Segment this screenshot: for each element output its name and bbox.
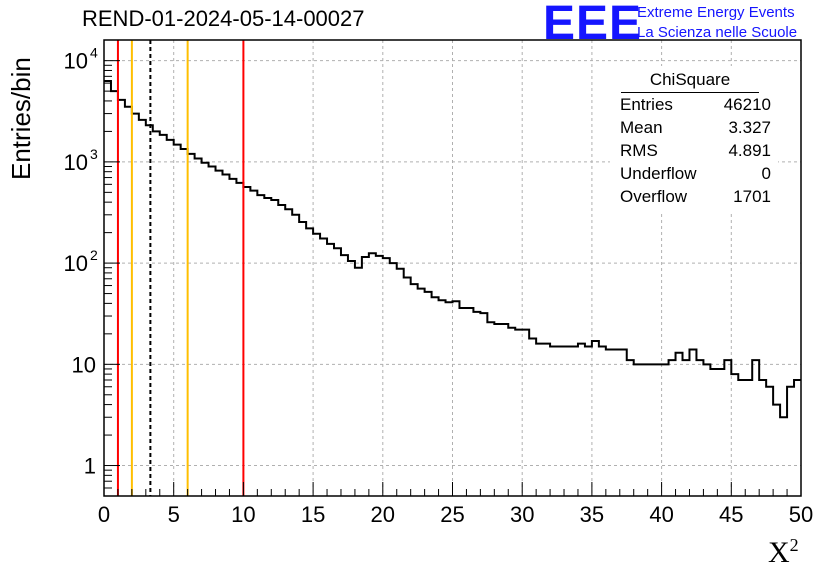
x-axis-label: X2 <box>768 535 799 570</box>
x-tick-label: 45 <box>719 502 743 527</box>
x-tick-label: 10 <box>231 502 255 527</box>
stats-value: 1701 <box>733 187 771 206</box>
x-axis-label-base: X <box>768 536 790 569</box>
stats-label: RMS <box>620 141 658 160</box>
x-tick-label: 25 <box>440 502 464 527</box>
x-tick-label: 15 <box>301 502 325 527</box>
stats-label: Mean <box>620 118 663 137</box>
stats-value: 4.891 <box>728 141 771 160</box>
stats-row: Overflow 1701 <box>611 185 777 208</box>
stats-box: ChiSquare Entries 46210 Mean 3.327 RMS 4.89… <box>610 66 778 214</box>
stats-label: Underflow <box>620 164 697 183</box>
y-tick-label: 10 <box>64 150 88 175</box>
y-tick-label: 1 <box>84 454 96 479</box>
y-tick-label: 10 <box>72 352 96 377</box>
y-tick-label: 10 <box>64 251 88 276</box>
x-tick-label: 20 <box>371 502 395 527</box>
x-axis-label-exponent: 2 <box>789 535 799 555</box>
stats-row: Underflow 0 <box>611 162 777 185</box>
x-tick-label: 35 <box>580 502 604 527</box>
y-tick-label-exponent: 4 <box>90 45 98 61</box>
stats-value: 3.327 <box>728 118 771 137</box>
x-tick-label: 0 <box>98 502 110 527</box>
x-tick-label: 40 <box>649 502 673 527</box>
x-tick-label: 5 <box>168 502 180 527</box>
y-tick-label-exponent: 2 <box>90 247 98 263</box>
stats-row: RMS 4.891 <box>611 139 777 162</box>
stats-label: Entries <box>620 95 673 114</box>
logo-line-1: Extreme Energy Events <box>637 4 795 21</box>
stats-row: Mean 3.327 <box>611 116 777 139</box>
stats-label: Overflow <box>620 187 688 206</box>
stats-title: ChiSquare <box>621 70 759 93</box>
x-tick-label: 30 <box>510 502 534 527</box>
histogram-line <box>104 79 801 419</box>
eee-logo: EEE <box>543 0 643 50</box>
stats-row: Entries 46210 <box>611 93 777 116</box>
x-tick-label: 50 <box>789 502 813 527</box>
y-tick-label-exponent: 3 <box>90 146 98 162</box>
logo-line-2: La Scienza nelle Scuole <box>637 24 798 41</box>
stats-value: 0 <box>761 164 771 183</box>
stats-value: 46210 <box>723 95 771 114</box>
y-tick-label: 10 <box>64 49 88 74</box>
chart-title: REND-01-2024-05-14-00027 <box>82 6 365 31</box>
y-axis-label: Entries/bin <box>6 57 36 180</box>
